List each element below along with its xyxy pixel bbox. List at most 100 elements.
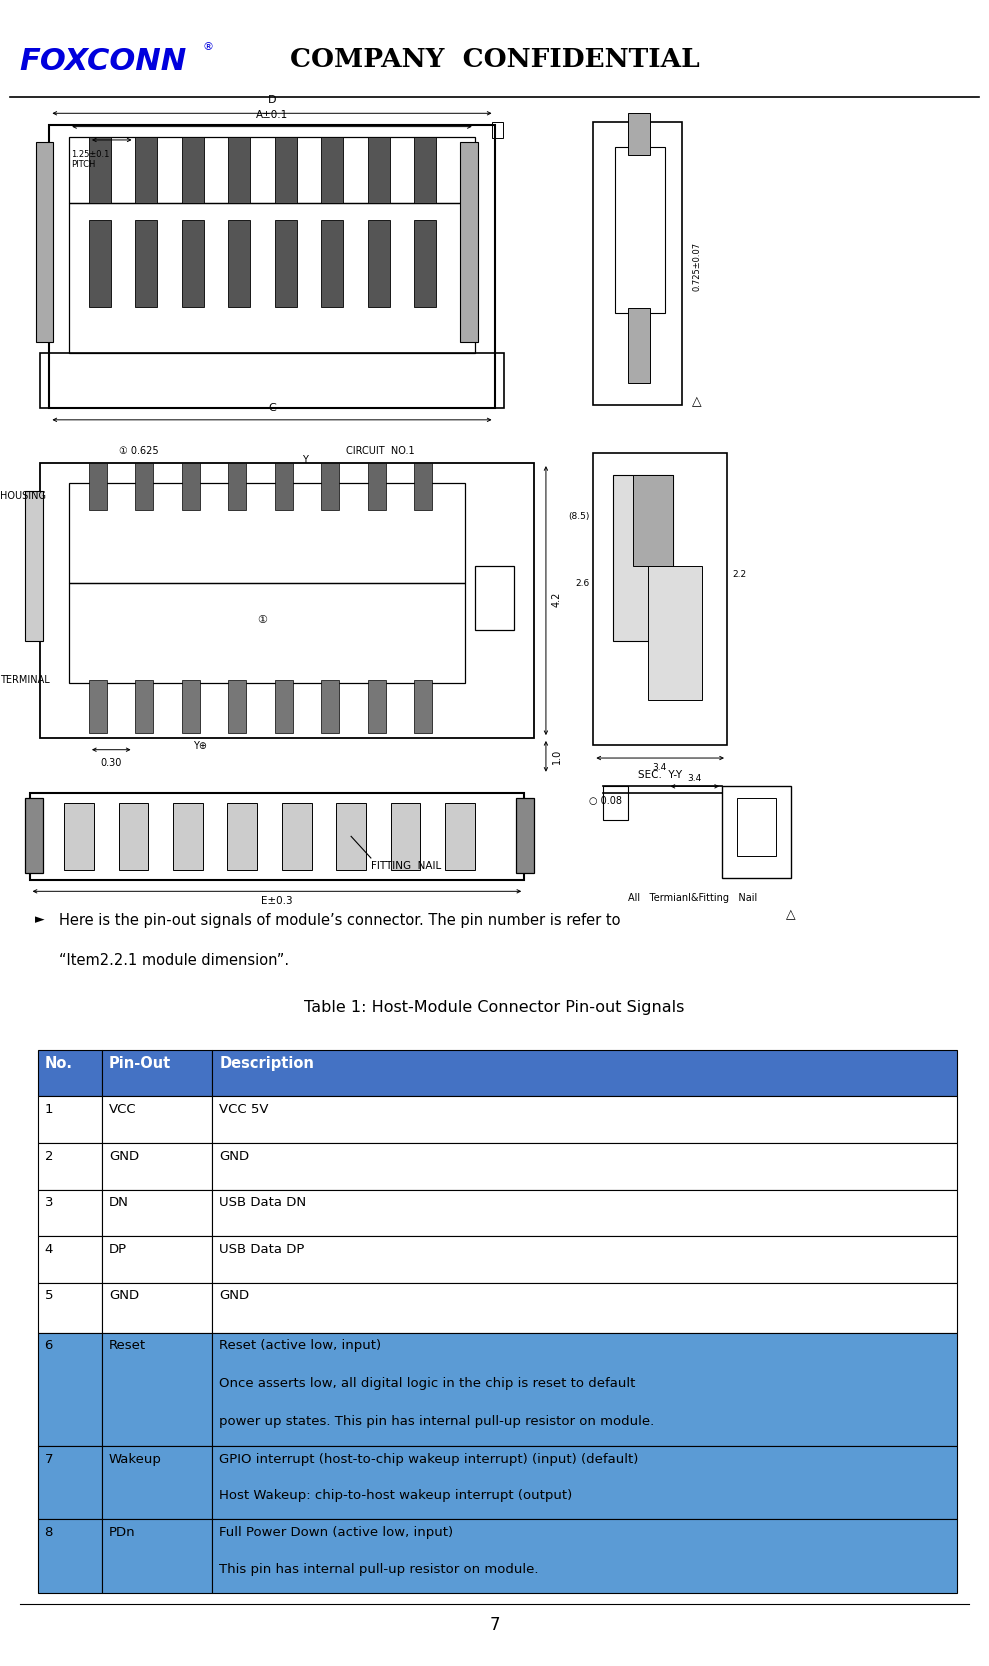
Bar [213, 1333, 957, 1446]
Bar [40, 353, 504, 408]
Bar [275, 680, 293, 733]
Bar [368, 463, 386, 510]
Text: DP: DP [109, 1243, 127, 1256]
Bar [38, 1236, 102, 1283]
Text: 1.25±0.1
PITCH: 1.25±0.1 PITCH [71, 150, 110, 170]
Bar [492, 122, 503, 138]
Bar [321, 680, 339, 733]
Bar [593, 453, 727, 745]
Bar [414, 680, 432, 733]
Text: HOUSING: HOUSING [0, 491, 46, 501]
Text: GND: GND [220, 1289, 249, 1303]
Bar [475, 566, 514, 630]
Bar [49, 125, 494, 408]
Bar [182, 137, 204, 203]
Bar [321, 220, 343, 307]
Text: C: C [268, 403, 276, 413]
Bar [593, 122, 682, 405]
Bar [213, 1519, 957, 1593]
Text: 2.2: 2.2 [732, 570, 746, 580]
Bar [69, 137, 475, 203]
Bar [648, 566, 702, 700]
Text: Reset (active low, input): Reset (active low, input) [220, 1339, 382, 1353]
Bar [38, 1143, 102, 1190]
Text: DN: DN [109, 1196, 129, 1210]
Bar [69, 583, 465, 683]
Text: “Item2.2.1 module dimension”.: “Item2.2.1 module dimension”. [59, 953, 290, 968]
Text: 0.30: 0.30 [100, 758, 122, 768]
Text: 0.725±0.07: 0.725±0.07 [692, 242, 701, 292]
Bar [173, 803, 203, 870]
Bar [321, 463, 339, 510]
Bar [613, 475, 673, 641]
Bar [368, 680, 386, 733]
Bar [38, 1333, 102, 1446]
Bar [213, 1236, 957, 1283]
Text: 6: 6 [45, 1339, 52, 1353]
Bar [89, 463, 107, 510]
Bar [36, 142, 53, 342]
Text: ►: ► [35, 913, 45, 926]
Text: SEC.  Y-Y: SEC. Y-Y [638, 770, 681, 780]
Bar [628, 113, 650, 155]
Text: GPIO interrupt (host-to-chip wakeup interrupt) (input) (default): GPIO interrupt (host-to-chip wakeup inte… [220, 1453, 639, 1466]
Text: CIRCUIT  NO.1: CIRCUIT NO.1 [346, 446, 414, 456]
Bar [38, 1519, 102, 1593]
Bar [275, 137, 297, 203]
Text: 2.6: 2.6 [576, 578, 589, 588]
Bar [228, 680, 246, 733]
Text: Y: Y [302, 455, 308, 465]
Text: GND: GND [220, 1150, 249, 1163]
Bar [102, 1446, 213, 1519]
Text: (8.5): (8.5) [568, 511, 589, 521]
Bar [516, 798, 534, 873]
Bar [391, 803, 420, 870]
Text: Host Wakeup: chip-to-host wakeup interrupt (output): Host Wakeup: chip-to-host wakeup interru… [220, 1489, 573, 1503]
Text: 3.4: 3.4 [687, 775, 701, 783]
Bar [89, 680, 107, 733]
Text: GND: GND [109, 1289, 139, 1303]
Bar [64, 803, 94, 870]
Bar [89, 220, 111, 307]
Text: Y⊕: Y⊕ [193, 741, 207, 751]
Bar [615, 147, 665, 313]
Bar [135, 680, 153, 733]
Bar [135, 463, 153, 510]
Text: FITTING  NAIL: FITTING NAIL [371, 861, 441, 871]
Bar [737, 798, 776, 856]
Bar [40, 463, 534, 738]
Bar [182, 463, 200, 510]
Text: PDn: PDn [109, 1526, 135, 1539]
Bar [722, 786, 791, 878]
Bar [30, 793, 524, 880]
Bar [213, 1143, 957, 1190]
Bar [445, 803, 475, 870]
Bar [102, 1236, 213, 1283]
Bar [25, 798, 43, 873]
Text: Once asserts low, all digital logic in the chip is reset to default: Once asserts low, all digital logic in t… [220, 1378, 636, 1389]
Bar [213, 1096, 957, 1143]
Text: All   Termianl&Fitting   Nail: All Termianl&Fitting Nail [628, 893, 758, 903]
Bar [135, 137, 157, 203]
Bar [38, 1190, 102, 1236]
Bar [213, 1050, 957, 1096]
Bar [282, 803, 312, 870]
Bar [102, 1050, 213, 1096]
Text: 4: 4 [45, 1243, 52, 1256]
Bar [182, 680, 200, 733]
Bar [213, 1446, 957, 1519]
Bar [628, 308, 650, 383]
Bar [368, 220, 390, 307]
Bar [227, 803, 257, 870]
Text: This pin has internal pull-up resistor on module.: This pin has internal pull-up resistor o… [220, 1563, 539, 1576]
Text: E±0.3: E±0.3 [261, 896, 293, 906]
Text: Wakeup: Wakeup [109, 1453, 162, 1466]
Bar [414, 220, 436, 307]
Text: 7: 7 [45, 1453, 53, 1466]
Bar [69, 203, 475, 353]
Text: 3: 3 [45, 1196, 53, 1210]
Text: Reset: Reset [109, 1339, 146, 1353]
Text: USB Data DP: USB Data DP [220, 1243, 305, 1256]
Text: Full Power Down (active low, input): Full Power Down (active low, input) [220, 1526, 453, 1539]
Text: △: △ [692, 395, 702, 408]
